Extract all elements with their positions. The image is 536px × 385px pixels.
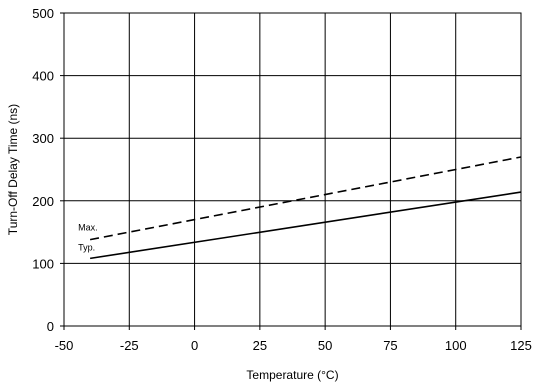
series-line-max — [89, 156, 522, 241]
y-tick-labels: 0 100 200 300 400 500 — [32, 6, 54, 334]
x-tick-label: 100 — [445, 338, 467, 353]
y-tick-label: 300 — [32, 131, 54, 146]
x-tick-label: 125 — [510, 338, 532, 353]
y-tick-label: 400 — [32, 69, 54, 84]
x-axis-title: Temperature (°C) — [246, 368, 338, 382]
series-label: Typ. — [78, 242, 95, 252]
x-tick-label: -50 — [55, 338, 74, 353]
y-axis-title: Turn-Off Delay Time (ns) — [6, 104, 20, 235]
x-tick-label: 0 — [191, 338, 198, 353]
series-layer — [89, 156, 522, 260]
series-label: Max. — [78, 223, 98, 233]
y-tick-label: 500 — [32, 6, 54, 21]
x-tick-label: -25 — [120, 338, 139, 353]
y-tick-label: 100 — [32, 256, 54, 271]
series-line-typ — [89, 191, 522, 260]
y-tick-label: 200 — [32, 194, 54, 209]
ticks — [60, 12, 522, 330]
x-tick-label: 25 — [253, 338, 267, 353]
y-tick-label: 0 — [47, 319, 54, 334]
series-labels: Max. Typ. — [78, 223, 98, 253]
x-tick-label: 75 — [383, 338, 397, 353]
x-tick-label: 50 — [318, 338, 332, 353]
x-tick-labels: -50 -25 0 25 50 75 100 125 — [55, 338, 532, 353]
plot-frame — [63, 12, 522, 327]
